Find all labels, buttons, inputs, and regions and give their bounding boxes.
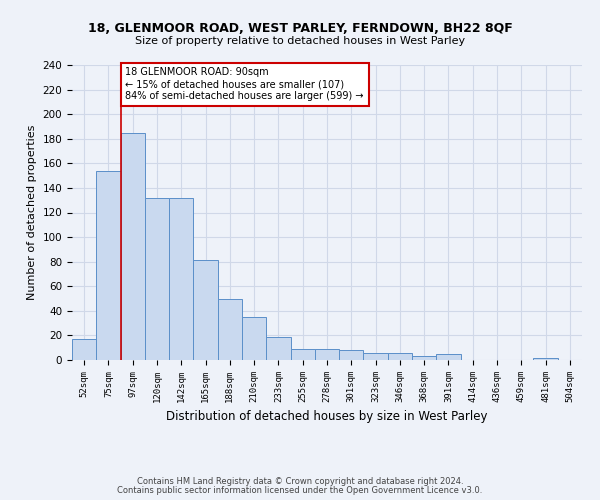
Bar <box>315 349 339 360</box>
Bar <box>96 170 121 360</box>
Bar <box>193 260 218 360</box>
Text: Contains public sector information licensed under the Open Government Licence v3: Contains public sector information licen… <box>118 486 482 495</box>
Bar <box>436 354 461 360</box>
Text: Contains HM Land Registry data © Crown copyright and database right 2024.: Contains HM Land Registry data © Crown c… <box>137 477 463 486</box>
Bar <box>145 198 169 360</box>
Bar <box>72 339 96 360</box>
Text: 18, GLENMOOR ROAD, WEST PARLEY, FERNDOWN, BH22 8QF: 18, GLENMOOR ROAD, WEST PARLEY, FERNDOWN… <box>88 22 512 36</box>
Text: 18 GLENMOOR ROAD: 90sqm
← 15% of detached houses are smaller (107)
84% of semi-d: 18 GLENMOOR ROAD: 90sqm ← 15% of detache… <box>125 68 364 100</box>
Bar <box>218 298 242 360</box>
Bar <box>412 356 436 360</box>
Bar <box>169 198 193 360</box>
Bar <box>266 336 290 360</box>
X-axis label: Distribution of detached houses by size in West Parley: Distribution of detached houses by size … <box>166 410 488 424</box>
Bar <box>533 358 558 360</box>
Bar <box>290 349 315 360</box>
Text: Size of property relative to detached houses in West Parley: Size of property relative to detached ho… <box>135 36 465 46</box>
Bar <box>364 352 388 360</box>
Bar <box>242 317 266 360</box>
Bar <box>388 352 412 360</box>
Y-axis label: Number of detached properties: Number of detached properties <box>27 125 37 300</box>
Bar <box>339 350 364 360</box>
Bar <box>121 132 145 360</box>
